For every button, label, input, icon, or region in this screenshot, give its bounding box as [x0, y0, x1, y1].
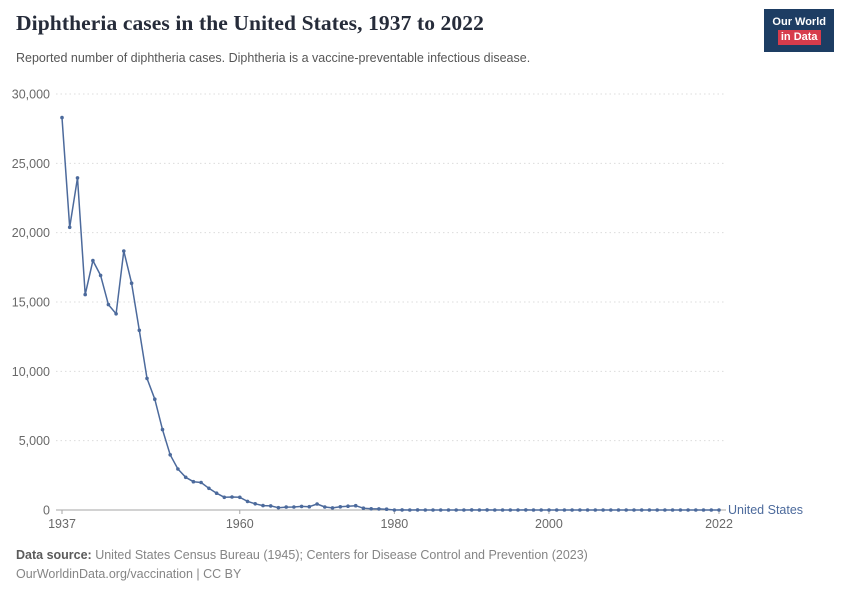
data-source-line: Data source: United States Census Bureau… — [16, 546, 588, 565]
svg-text:15,000: 15,000 — [12, 296, 50, 310]
chart-subtitle: Reported number of diphtheria cases. Dip… — [16, 51, 531, 65]
svg-text:5,000: 5,000 — [19, 434, 50, 448]
chart-footer: Data source: United States Census Bureau… — [16, 546, 588, 584]
svg-text:0: 0 — [43, 504, 50, 518]
svg-text:1960: 1960 — [226, 517, 254, 531]
owid-logo[interactable]: Our World in Data — [764, 9, 834, 52]
page-title: Diphtheria cases in the United States, 1… — [16, 11, 484, 35]
owid-logo-line2: in Data — [777, 30, 821, 45]
owid-license-link[interactable]: OurWorldinData.org/vaccination | CC BY — [16, 567, 242, 581]
svg-text:2022: 2022 — [705, 517, 733, 531]
svg-text:United States: United States — [728, 503, 803, 517]
svg-text:20,000: 20,000 — [12, 226, 50, 240]
chart-area: 0 5,000 10,000 15,000 20,000 25,000 30,000 1937… — [0, 80, 850, 545]
svg-text:10,000: 10,000 — [12, 365, 50, 379]
svg-text:30,000: 30,000 — [12, 88, 50, 102]
svg-text:1980: 1980 — [380, 517, 408, 531]
owid-logo-line1: Our World — [772, 16, 826, 28]
svg-text:2000: 2000 — [535, 517, 563, 531]
svg-text:25,000: 25,000 — [12, 157, 50, 171]
data-source-label: Data source: — [16, 548, 92, 562]
line-chart-svg: 0 5,000 10,000 15,000 20,000 25,000 30,000 1937… — [12, 88, 803, 532]
data-source-text: United States Census Bureau (1945); Cent… — [91, 548, 588, 562]
svg-text:1937: 1937 — [48, 517, 76, 531]
